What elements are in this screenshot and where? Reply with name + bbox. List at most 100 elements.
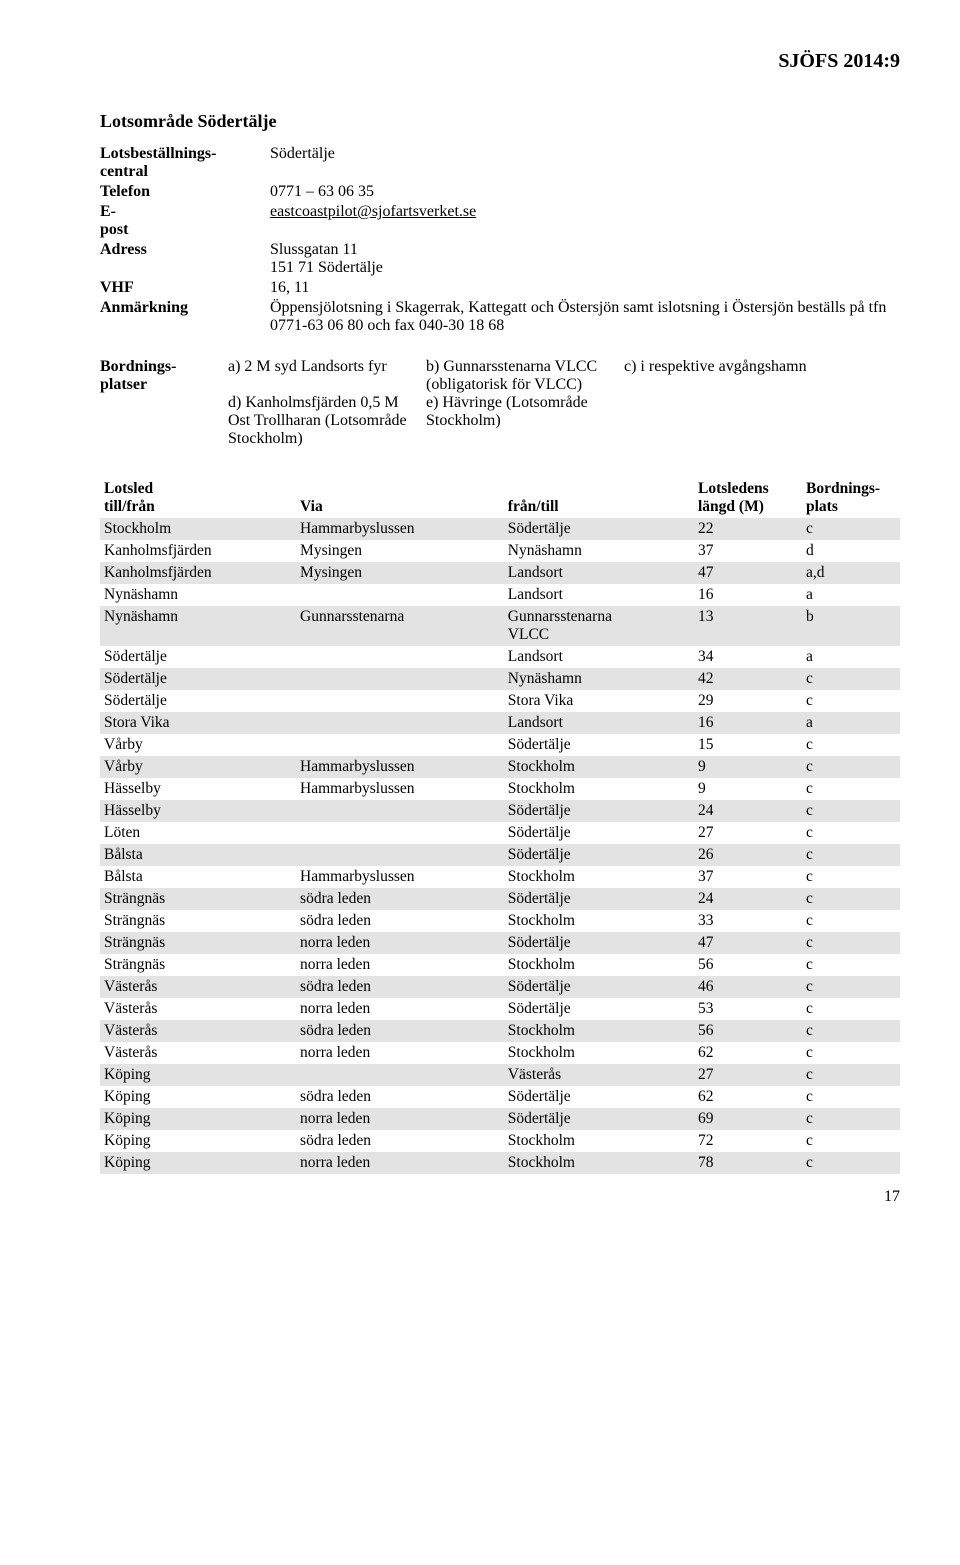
table-cell: Södertälje	[100, 646, 296, 668]
table-cell: södra leden	[296, 1020, 504, 1042]
table-cell: södra leden	[296, 976, 504, 998]
table-row: Vårby Södertälje15c	[100, 734, 900, 756]
table-row: VårbyHammarbyslussenStockholm9c	[100, 756, 900, 778]
table-cell: norra leden	[296, 954, 504, 976]
table-cell: södra leden	[296, 888, 504, 910]
table-cell: Hammarbyslussen	[296, 866, 504, 888]
info-value: Öppensjölotsning i Skagerrak, Kattegatt …	[270, 298, 900, 336]
info-value: Södertälje	[270, 144, 900, 182]
table-cell: c	[802, 1064, 900, 1086]
table-cell: 56	[694, 954, 802, 976]
table-cell: d	[802, 540, 900, 562]
header-len1: Lotsledens	[698, 480, 769, 497]
table-cell: södra leden	[296, 1130, 504, 1152]
table-cell: 15	[694, 734, 802, 756]
header-plats1: Bordnings-	[806, 480, 880, 497]
table-cell: Södertälje	[504, 844, 694, 866]
table-row: Västeråssödra ledenSödertälje46c	[100, 976, 900, 998]
table-cell	[296, 734, 504, 756]
table-cell	[296, 1064, 504, 1086]
table-cell: c	[802, 1130, 900, 1152]
table-cell	[296, 690, 504, 712]
table-cell: Södertälje	[504, 518, 694, 540]
table-cell: Strängnäs	[100, 954, 296, 976]
table-cell: Löten	[100, 822, 296, 844]
routes-col-length: Lotsledens längd (M)	[694, 478, 802, 518]
table-cell: c	[802, 932, 900, 954]
info-table: Lotsbeställnings-centralSödertäljeTelefo…	[100, 144, 900, 336]
table-cell: c	[802, 800, 900, 822]
table-cell: c	[802, 668, 900, 690]
table-cell: 27	[694, 1064, 802, 1086]
table-cell: Köping	[100, 1130, 296, 1152]
table-cell: 56	[694, 1020, 802, 1042]
table-cell: Hammarbyslussen	[296, 778, 504, 800]
table-cell: Kanholmsfjärden	[100, 562, 296, 584]
table-cell: Vårby	[100, 734, 296, 756]
table-cell: Södertälje	[504, 734, 694, 756]
info-value: Slussgatan 11151 71 Södertälje	[270, 240, 900, 278]
table-cell: c	[802, 844, 900, 866]
table-cell: Västerås	[100, 998, 296, 1020]
table-cell: Bålsta	[100, 844, 296, 866]
table-cell: 9	[694, 778, 802, 800]
table-cell: 42	[694, 668, 802, 690]
table-cell: Södertälje	[504, 800, 694, 822]
table-cell: Västerås	[100, 1042, 296, 1064]
table-cell: 78	[694, 1152, 802, 1174]
table-cell: 37	[694, 540, 802, 562]
boarding-label: Bordnings-platser	[100, 358, 228, 448]
table-cell: 24	[694, 888, 802, 910]
table-cell: 24	[694, 800, 802, 822]
table-cell: c	[802, 1042, 900, 1064]
table-cell: c	[802, 1020, 900, 1042]
boarding-cell-a: a) 2 M syd Landsorts fyr	[228, 358, 426, 394]
table-cell: 16	[694, 712, 802, 734]
table-cell: Västerås	[100, 976, 296, 998]
routes-col-place: Bordnings- plats	[802, 478, 900, 518]
table-cell: 69	[694, 1108, 802, 1130]
boarding-cell-c: c) i respektive avgångshamn	[624, 358, 900, 394]
table-cell: Stockholm	[504, 1042, 694, 1064]
table-cell: Stora Vika	[100, 712, 296, 734]
header-len2: längd (M)	[698, 498, 764, 515]
table-cell: Stockholm	[504, 756, 694, 778]
table-cell: Stockholm	[504, 778, 694, 800]
table-cell: Bålsta	[100, 866, 296, 888]
table-cell: a,d	[802, 562, 900, 584]
table-cell: Hammarbyslussen	[296, 518, 504, 540]
table-row: Strängnässödra ledenStockholm33c	[100, 910, 900, 932]
table-cell: a	[802, 646, 900, 668]
table-row: BålstaHammarbyslussenStockholm37c	[100, 866, 900, 888]
table-cell: Nynäshamn	[504, 540, 694, 562]
table-cell: Stockholm	[504, 1020, 694, 1042]
table-cell: Mysingen	[296, 562, 504, 584]
table-row: Strängnäsnorra ledenStockholm56c	[100, 954, 900, 976]
table-cell: Nynäshamn	[100, 606, 296, 646]
table-cell: c	[802, 888, 900, 910]
table-cell: GunnarsstenarnaVLCC	[504, 606, 694, 646]
table-cell: c	[802, 866, 900, 888]
table-cell: c	[802, 734, 900, 756]
routes-table: Lotsled till/från Via från/till Lotslede…	[100, 478, 900, 1174]
table-cell: Västerås	[100, 1020, 296, 1042]
document-header: SJÖFS 2014:9	[100, 50, 900, 73]
table-cell: c	[802, 518, 900, 540]
table-cell: Södertälje	[504, 1086, 694, 1108]
table-row: KöpingVästerås27c	[100, 1064, 900, 1086]
table-cell: 26	[694, 844, 802, 866]
table-row: SödertäljeStora Vika29c	[100, 690, 900, 712]
table-cell	[296, 712, 504, 734]
table-cell: Södertälje	[504, 976, 694, 998]
table-cell: Gunnarsstenarna	[296, 606, 504, 646]
header-lotsled: Lotsled	[104, 480, 153, 497]
table-row: SödertäljeLandsort34a	[100, 646, 900, 668]
table-row: Köpingsödra ledenSödertälje62c	[100, 1086, 900, 1108]
table-cell: Landsort	[504, 712, 694, 734]
table-cell: 34	[694, 646, 802, 668]
table-cell: 29	[694, 690, 802, 712]
table-cell: Köping	[100, 1152, 296, 1174]
table-row: Köpingnorra ledenSödertälje69c	[100, 1108, 900, 1130]
info-value: eastcoastpilot@sjofartsverket.se	[270, 202, 900, 240]
section-title: Lotsområde Södertälje	[100, 111, 900, 132]
